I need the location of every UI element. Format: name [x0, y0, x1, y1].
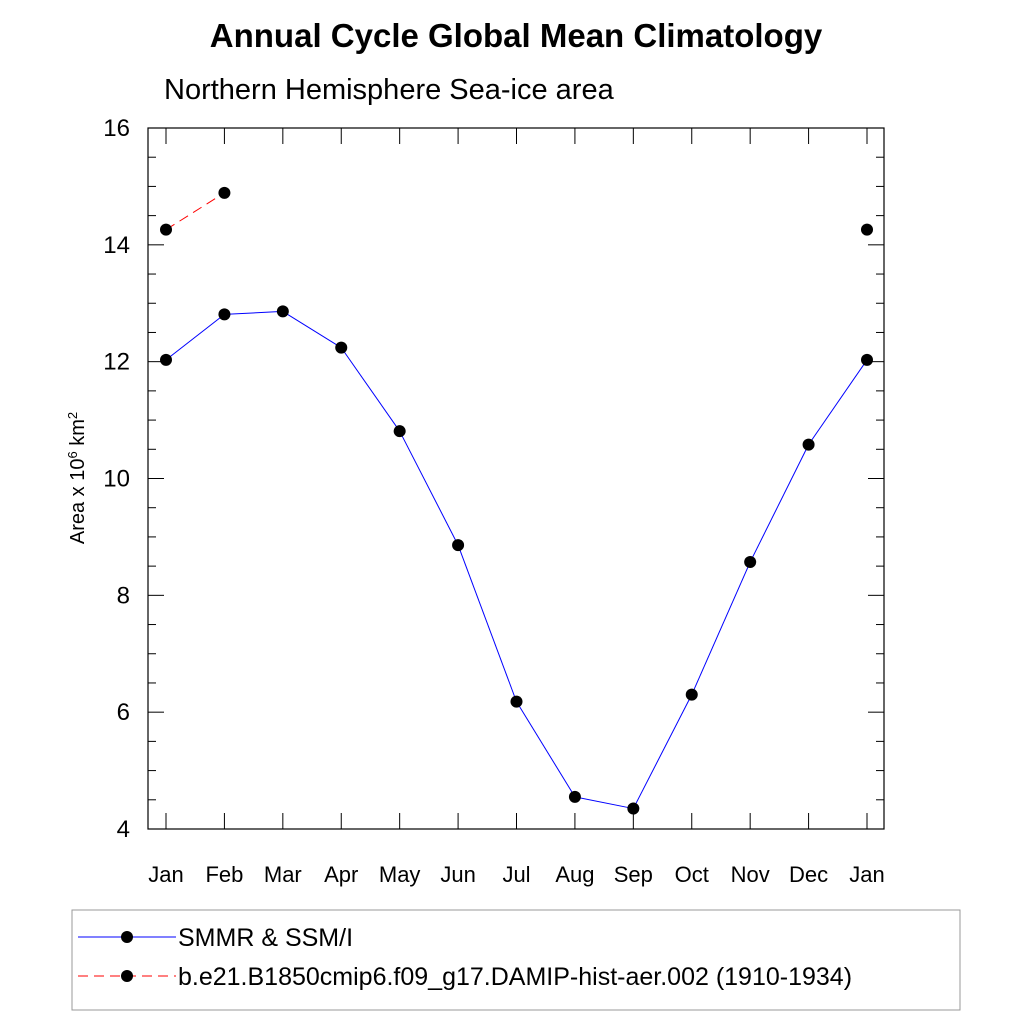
- data-point: [568, 790, 581, 803]
- x-tick-label: Oct: [675, 862, 709, 887]
- y-axis-label-exponent: 6: [65, 451, 80, 458]
- series-line-segment: [691, 561, 751, 695]
- legend-box: [71, 909, 961, 1011]
- x-tick-label: Mar: [264, 862, 302, 887]
- x-tick-label: Jan: [148, 862, 183, 887]
- data-point: [802, 438, 815, 451]
- data-point: [685, 688, 698, 701]
- series-1: [160, 305, 873, 815]
- data-point: [861, 353, 873, 366]
- legend-label: SMMR & SSM/I: [178, 924, 353, 952]
- series-2: [160, 186, 873, 236]
- data-point: [276, 305, 289, 318]
- y-tick-label: 14: [103, 232, 130, 259]
- x-tick-label: Dec: [789, 862, 828, 887]
- series-line-segment: [749, 444, 810, 563]
- y-axis-label-prefix: Area x 10: [67, 459, 89, 545]
- y-tick-label: 16: [103, 115, 130, 142]
- series-layer: [160, 186, 873, 815]
- data-point: [393, 425, 406, 438]
- x-tick-label: Nov: [731, 862, 770, 887]
- legend-item: SMMR & SSM/I: [78, 924, 353, 952]
- series-line-segment: [632, 694, 693, 809]
- x-tick-label: Jan: [849, 862, 884, 887]
- series-line-segment: [282, 311, 342, 349]
- data-point: [160, 223, 172, 236]
- y-axis-label-unit: km: [67, 419, 89, 451]
- series-line-segment: [457, 544, 517, 702]
- series-line-segment: [165, 313, 225, 361]
- series-line-segment: [165, 192, 225, 231]
- y-tick-label: 10: [103, 466, 130, 493]
- data-point: [218, 308, 231, 321]
- data-point: [861, 223, 873, 236]
- y-tick-label: 6: [117, 699, 130, 726]
- legend-marker: [121, 931, 133, 943]
- series-line-segment: [574, 796, 634, 810]
- data-point: [452, 539, 465, 552]
- data-point: [510, 695, 523, 708]
- data-point: [218, 186, 231, 199]
- y-axis-ticks: 4 6 8 10 12 14 16: [103, 115, 884, 843]
- series-line-segment: [516, 701, 576, 798]
- x-tick-label: Jun: [440, 862, 475, 887]
- legend-item: b.e21.B1850cmip6.f09_g17.DAMIP-hist-aer.…: [78, 963, 852, 991]
- legend-label: b.e21.B1850cmip6.f09_g17.DAMIP-hist-aer.…: [178, 963, 852, 991]
- series-line-segment: [224, 310, 283, 315]
- data-point: [160, 353, 172, 366]
- y-axis-label-unit-exponent: 2: [65, 412, 80, 419]
- y-tick-label: 8: [117, 582, 130, 609]
- legend-marker: [121, 970, 133, 982]
- series-line-segment: [399, 430, 459, 546]
- y-axis-label: Area x 106 km2: [65, 412, 90, 544]
- data-point: [744, 556, 757, 569]
- x-tick-label: Sep: [614, 862, 653, 887]
- plot-frame: [147, 127, 885, 830]
- x-tick-label: Jul: [502, 862, 530, 887]
- x-tick-label: Aug: [555, 862, 594, 887]
- x-tick-label: Feb: [205, 862, 243, 887]
- chart-subtitle: Northern Hemisphere Sea-ice area: [164, 74, 615, 106]
- legend: SMMR & SSM/I b.e21.B1850cmip6.f09_g17.DAM…: [71, 909, 961, 1011]
- series-line-segment: [340, 347, 401, 432]
- data-point: [335, 341, 348, 354]
- chart-title: Annual Cycle Global Mean Climatology: [210, 17, 823, 54]
- y-tick-label: 12: [103, 349, 130, 376]
- data-point: [627, 802, 640, 815]
- series-line-segment: [808, 359, 868, 445]
- x-axis-ticks: Jan Feb Mar Apr May Jun Jul Aug Sep Oct Nov Dec Jan: [148, 128, 885, 887]
- x-tick-label: May: [379, 862, 421, 887]
- x-tick-label: Apr: [324, 862, 358, 887]
- y-tick-label: 4: [117, 816, 130, 843]
